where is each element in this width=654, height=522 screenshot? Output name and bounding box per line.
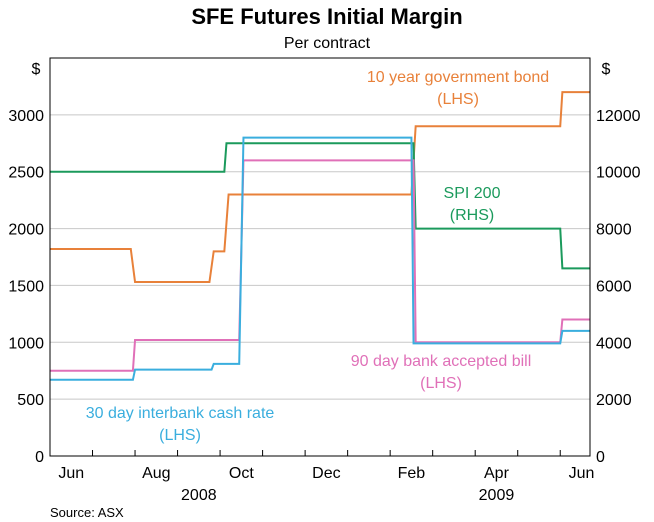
left-axis-unit: $ bbox=[32, 61, 41, 78]
x-tick-label: Oct bbox=[229, 465, 254, 482]
label-90day-bill-axis: (LHS) bbox=[420, 375, 462, 392]
label-30day-cash-axis: (LHS) bbox=[159, 427, 201, 444]
series-lines bbox=[50, 91, 590, 381]
left-tick-label: 1000 bbox=[8, 335, 44, 352]
right-tick-label: 0 bbox=[596, 449, 605, 466]
source-note: Source: ASX bbox=[50, 505, 124, 520]
left-tick-label: 1500 bbox=[8, 278, 44, 295]
series-line-3 bbox=[50, 136, 590, 381]
label-30day-cash: 30 day interbank cash rate bbox=[86, 405, 275, 422]
x-tick-label: Dec bbox=[312, 465, 340, 482]
left-tick-label: 500 bbox=[17, 392, 44, 409]
left-axis-ticks: 0 500 1000 1500 2000 2500 3000 bbox=[8, 108, 44, 466]
chart-title: SFE Futures Initial Margin bbox=[191, 4, 462, 29]
x-tick-label: Aug bbox=[142, 465, 170, 482]
right-tick-label: 10000 bbox=[596, 165, 641, 182]
x-year-label: 2009 bbox=[479, 487, 515, 504]
right-tick-label: 12000 bbox=[596, 108, 641, 125]
left-tick-label: 2500 bbox=[8, 165, 44, 182]
x-axis-ticks: Jun Aug Oct Dec Feb Apr Jun 2008 2009 bbox=[58, 450, 594, 504]
right-tick-label: 6000 bbox=[596, 278, 632, 295]
left-tick-label: 0 bbox=[35, 449, 44, 466]
x-tick-label: Jun bbox=[569, 465, 595, 482]
series-line-2 bbox=[50, 159, 590, 372]
plot-frame bbox=[49, 57, 591, 457]
label-10yr-bond-axis: (LHS) bbox=[437, 91, 479, 108]
chart-subtitle: Per contract bbox=[284, 35, 371, 52]
x-year-label: 2008 bbox=[181, 487, 217, 504]
right-axis-unit: $ bbox=[602, 61, 611, 78]
label-spi200-axis: (RHS) bbox=[450, 207, 494, 224]
right-tick-label: 4000 bbox=[596, 335, 632, 352]
left-tick-label: 2000 bbox=[8, 222, 44, 239]
label-10yr-bond: 10 year government bond bbox=[367, 69, 549, 86]
right-tick-label: 2000 bbox=[596, 392, 632, 409]
right-tick-label: 8000 bbox=[596, 222, 632, 239]
label-spi200: SPI 200 bbox=[444, 185, 501, 202]
series-line-0 bbox=[50, 91, 590, 284]
x-tick-label: Feb bbox=[398, 465, 426, 482]
x-tick-label: Apr bbox=[484, 465, 510, 482]
x-tick-label: Jun bbox=[58, 465, 84, 482]
label-90day-bill: 90 day bank accepted bill bbox=[351, 353, 532, 370]
right-axis-ticks: 0 2000 4000 6000 8000 10000 12000 bbox=[596, 108, 641, 466]
left-tick-label: 3000 bbox=[8, 108, 44, 125]
